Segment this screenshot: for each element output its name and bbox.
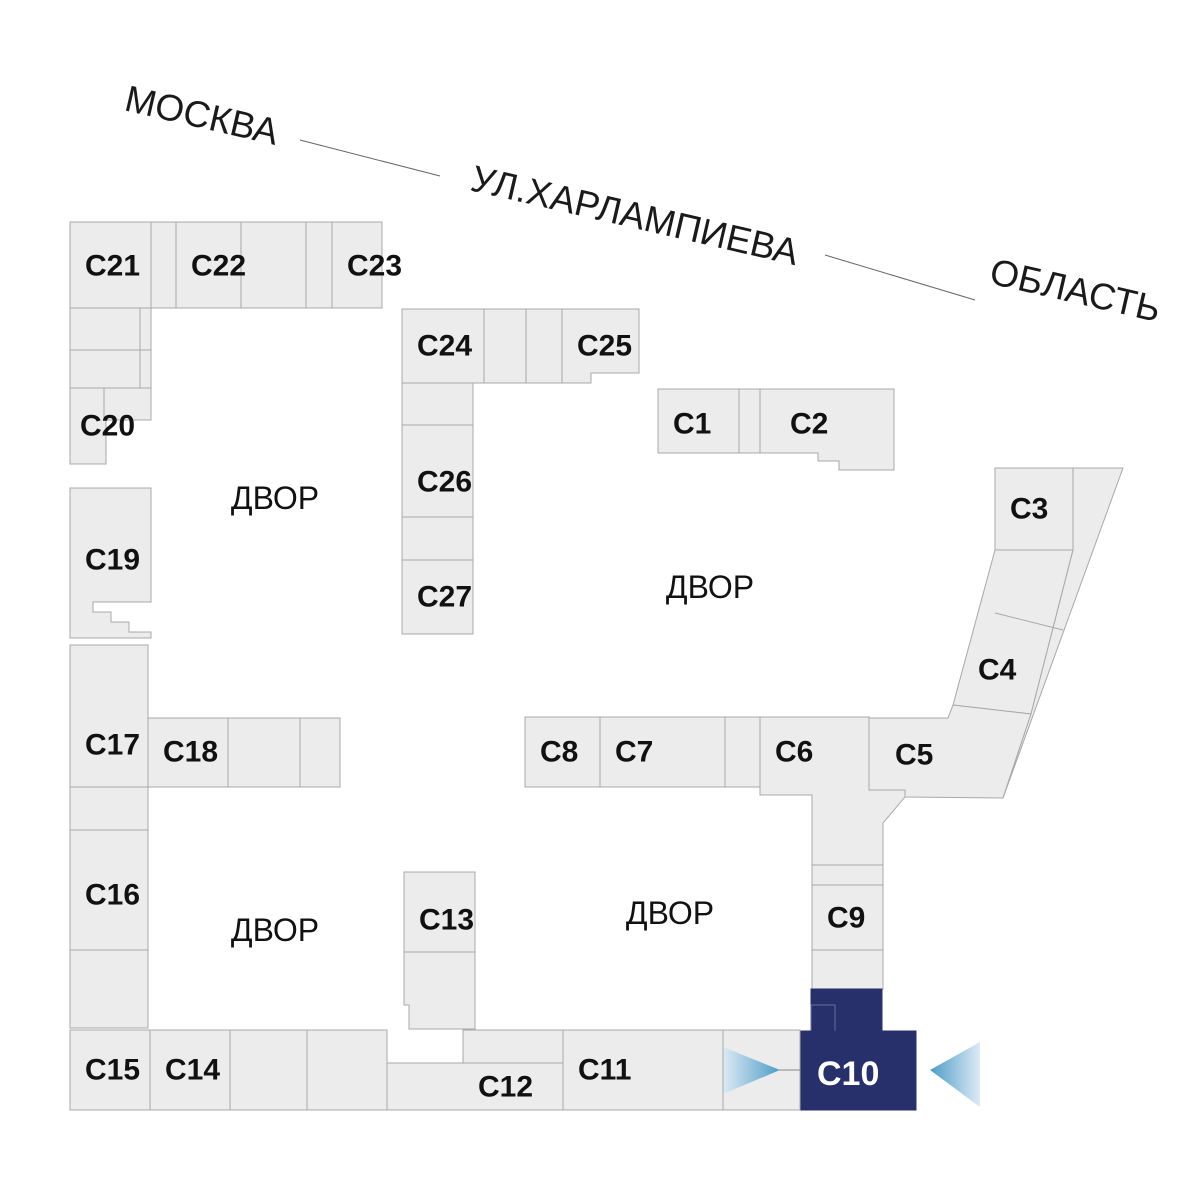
svg-text:C24: C24	[417, 330, 472, 363]
svg-text:C16: C16	[85, 879, 140, 912]
svg-text:C27: C27	[417, 581, 472, 614]
svg-text:ДВОР: ДВОР	[231, 480, 319, 516]
svg-text:C25: C25	[577, 330, 632, 363]
svg-text:C10: C10	[817, 1055, 879, 1093]
svg-text:C1: C1	[673, 408, 711, 441]
svg-text:C17: C17	[85, 729, 140, 762]
svg-text:C26: C26	[417, 466, 472, 499]
svg-text:C14: C14	[165, 1054, 220, 1087]
svg-text:C6: C6	[775, 736, 813, 769]
svg-text:C13: C13	[419, 904, 474, 937]
svg-text:C11: C11	[578, 1054, 631, 1087]
svg-text:C2: C2	[790, 408, 828, 441]
svg-text:ДВОР: ДВОР	[626, 895, 714, 931]
svg-text:C9: C9	[827, 902, 865, 935]
svg-text:C22: C22	[191, 250, 246, 283]
svg-text:C19: C19	[85, 544, 140, 577]
svg-text:C4: C4	[978, 654, 1017, 687]
svg-text:C5: C5	[895, 739, 933, 772]
svg-text:C3: C3	[1010, 493, 1048, 526]
svg-text:C20: C20	[80, 410, 135, 443]
svg-text:C7: C7	[615, 736, 653, 769]
svg-text:C23: C23	[347, 250, 402, 283]
svg-text:C21: C21	[85, 250, 140, 283]
svg-text:C18: C18	[163, 736, 218, 769]
svg-text:C15: C15	[85, 1054, 140, 1087]
svg-text:C12: C12	[478, 1071, 533, 1104]
svg-text:ДВОР: ДВОР	[666, 569, 754, 605]
svg-text:ДВОР: ДВОР	[231, 912, 319, 948]
svg-text:C8: C8	[540, 736, 578, 769]
